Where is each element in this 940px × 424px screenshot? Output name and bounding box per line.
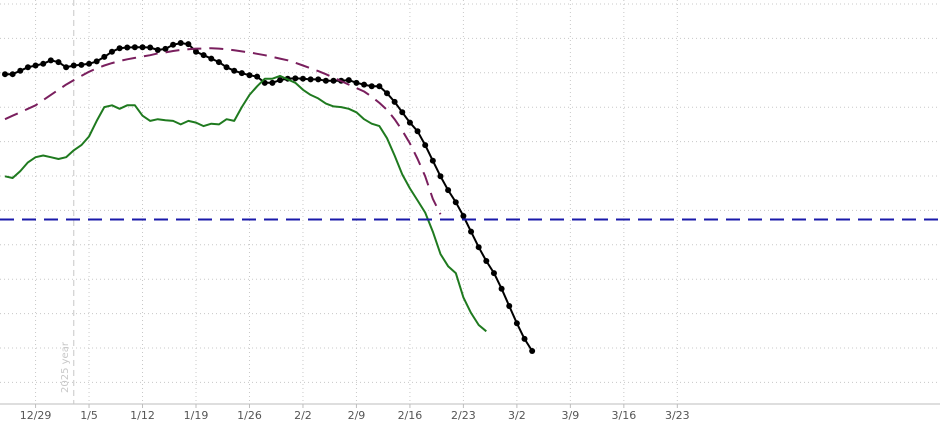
series-1 [2, 40, 536, 354]
x-tick-label: 1/19 [184, 409, 209, 422]
series-point [154, 46, 161, 53]
series-point [376, 83, 383, 90]
series-point [170, 41, 177, 48]
x-tick-label: 3/23 [665, 409, 690, 422]
series-point [353, 79, 360, 86]
series-point [468, 228, 475, 235]
series-point [200, 52, 207, 59]
series-point [231, 67, 238, 74]
series-point [498, 285, 505, 292]
series-point [460, 213, 467, 220]
series-point [93, 58, 100, 65]
series-point [330, 77, 337, 84]
annotations: 2025 year [60, 0, 75, 404]
series-point [368, 83, 375, 90]
series-point [78, 61, 85, 68]
series-point [32, 62, 39, 69]
series-point [475, 244, 482, 251]
series-3 [4, 47, 442, 215]
series-point [361, 81, 368, 88]
series-point [529, 347, 536, 354]
series-point [437, 173, 444, 180]
series-point [24, 64, 31, 71]
series-point [124, 44, 131, 51]
series-point [86, 60, 93, 67]
year-boundary-label: 2025 year [60, 341, 71, 393]
x-tick-label: 12/29 [20, 409, 52, 422]
series-point [506, 303, 513, 310]
series-point [391, 98, 398, 105]
series-point [147, 44, 154, 51]
series-line [5, 42, 534, 352]
series-point [299, 75, 306, 82]
series-point [521, 335, 528, 342]
series-point [345, 77, 352, 84]
x-tick-label: 3/9 [562, 409, 580, 422]
series-point [414, 128, 421, 135]
series-line [4, 47, 442, 215]
x-tick-label: 2/2 [294, 409, 312, 422]
x-tick-label: 2/23 [451, 409, 476, 422]
series-point [215, 59, 222, 66]
series-point [445, 187, 452, 194]
series-point [40, 60, 47, 67]
x-tick-label: 2/9 [348, 409, 366, 422]
series-point [108, 48, 115, 55]
x-tick-label: 1/12 [130, 409, 155, 422]
series-point [9, 71, 16, 78]
series-point [246, 72, 253, 79]
series-point [269, 79, 276, 86]
series-point [177, 40, 184, 47]
series-point [162, 45, 169, 52]
series-point [238, 70, 245, 77]
series-point [63, 64, 70, 71]
series-point [70, 62, 77, 69]
series-line [4, 74, 487, 333]
series-point [254, 73, 261, 80]
series-point [116, 45, 123, 52]
series-point [513, 320, 520, 327]
series-point [139, 44, 146, 51]
series-point [277, 77, 284, 84]
series [0, 40, 940, 354]
x-axis: 12/29 1/5 1/12 1/19 1/26 2/2 2/9 2/16 2/23 3/2 3/9… [0, 403, 940, 422]
series-point [315, 76, 322, 83]
series-point [429, 157, 436, 164]
x-tick-label: 1/5 [80, 409, 98, 422]
x-tick-label: 3/16 [611, 409, 636, 422]
series-point [101, 53, 108, 60]
series-point [185, 41, 192, 48]
series-point [2, 71, 8, 78]
series-point [193, 48, 199, 55]
series-point [292, 75, 299, 82]
series-point [131, 44, 138, 51]
series-point [47, 57, 54, 64]
series-point [208, 55, 215, 62]
series-point [55, 59, 62, 66]
series-point [223, 64, 230, 71]
series-point [399, 109, 406, 116]
series-point [307, 76, 314, 83]
series-point [490, 270, 497, 277]
series-point [483, 258, 490, 265]
series-point [406, 119, 413, 126]
x-tick-label: 3/2 [508, 409, 526, 422]
series-point [384, 90, 390, 97]
grid [0, 0, 940, 404]
series-2 [4, 74, 487, 333]
series-point [422, 142, 429, 149]
series-point [17, 67, 24, 74]
x-tick-label: 2/16 [398, 409, 423, 422]
series-point [322, 77, 329, 84]
series-point [452, 199, 459, 206]
x-tick-label: 1/26 [237, 409, 262, 422]
